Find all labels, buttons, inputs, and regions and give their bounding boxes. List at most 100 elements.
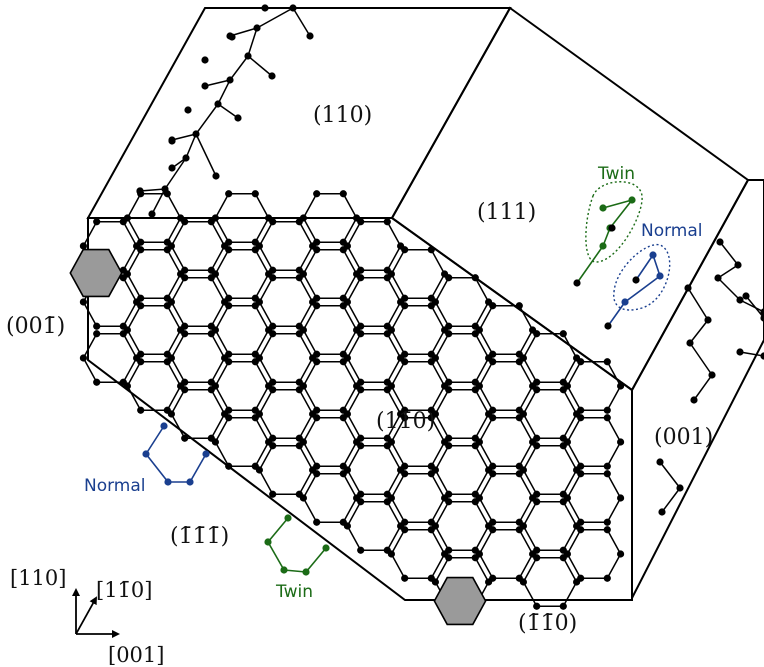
zigzag-bond: [717, 264, 739, 279]
axis-arrow-diag: [75, 596, 97, 635]
lattice-atom: [255, 466, 263, 474]
lattice-atom: [269, 218, 277, 226]
lattice-bond: [258, 301, 274, 327]
label-normal-top: Normal: [641, 221, 703, 241]
lattice-bond: [390, 249, 406, 275]
lattice-bond: [606, 497, 622, 523]
label-face--1-10: (1̄1̄0): [518, 611, 577, 636]
chain-atom: [228, 33, 236, 41]
lattice-atom: [533, 490, 541, 498]
normal-top-tail-atom: [604, 322, 612, 330]
label-face-001: (001): [654, 425, 713, 450]
lattice-bond: [434, 557, 450, 583]
lattice-bond: [478, 529, 494, 555]
lattice-atom: [617, 438, 625, 446]
lattice-bond: [606, 417, 622, 443]
lattice-bond: [298, 469, 314, 495]
lattice-bond: [562, 389, 578, 415]
normal-top-outline: [613, 243, 671, 311]
lattice-bond: [166, 385, 182, 411]
zigzag-bond: [717, 277, 741, 301]
zigzag-atom: [658, 508, 666, 516]
lattice-atom: [603, 358, 611, 366]
lattice-bond: [298, 221, 314, 247]
lattice-bond: [430, 441, 446, 467]
normal-left-bond: [189, 453, 207, 483]
chain-atom: [192, 130, 200, 138]
twin-top-black-atom: [608, 224, 616, 232]
lattice-bond: [606, 529, 622, 555]
lattice-atom: [357, 546, 365, 554]
lattice-bond: [254, 249, 270, 275]
lattice-atom: [269, 378, 277, 386]
lattice-bond: [430, 273, 446, 299]
lattice-atom: [431, 410, 439, 418]
label-twin-top: Twin: [597, 164, 635, 184]
zigzag-atom: [760, 352, 764, 360]
lattice-bond: [346, 301, 362, 327]
lattice-atom: [269, 386, 277, 394]
lattice-bond: [214, 385, 230, 411]
lattice-bond: [430, 329, 446, 355]
normal-top-black-atom: [632, 276, 640, 284]
lattice-bond: [474, 469, 490, 495]
crystal-outline: [86, 6, 764, 601]
lattice-bond: [478, 473, 494, 499]
normal-top-tail: [607, 301, 626, 327]
lattice-bond: [302, 497, 318, 523]
lattice-atom: [269, 274, 277, 282]
lattice-atom: [471, 274, 479, 282]
lattice-atom: [225, 190, 233, 198]
lattice-bond: [518, 329, 534, 355]
lattice-atom: [485, 578, 493, 586]
lattice-atom: [603, 414, 611, 422]
lattice-atom: [357, 274, 365, 282]
lattice-atom: [343, 354, 351, 362]
chain-atom: [261, 4, 269, 12]
lattice-bond: [214, 217, 230, 243]
lattice-bond: [390, 529, 406, 555]
lattice-bond: [298, 277, 314, 303]
lattice-bond: [522, 389, 538, 415]
lattice-bond: [390, 305, 406, 331]
lattice-atom: [357, 434, 365, 442]
chain-branch: [195, 133, 217, 177]
twin-top-atom: [628, 196, 636, 204]
lattice-bond: [478, 361, 494, 387]
face-110-outline: [86, 7, 512, 219]
lattice-bond: [606, 473, 622, 499]
lattice-bond: [518, 441, 534, 467]
lattice-atom: [383, 274, 391, 282]
lattice-atom: [181, 434, 189, 442]
lattice-atom: [119, 274, 127, 282]
twin-bottom-atom: [264, 538, 272, 546]
chain-atom: [306, 32, 314, 40]
lattice-atom: [471, 498, 479, 506]
lattice-bond: [210, 221, 226, 247]
lattice-bond: [346, 413, 362, 439]
lattice-atom: [295, 274, 303, 282]
chain-atom: [226, 76, 234, 84]
lattice-atom: [431, 466, 439, 474]
chain-branch: [217, 103, 239, 119]
lattice-atom: [225, 358, 233, 366]
lattice-atom: [401, 414, 409, 422]
lattice-bond: [522, 469, 538, 495]
lattice-bond: [522, 501, 538, 527]
lattice-atom: [573, 578, 581, 586]
label-normal-left: Normal: [84, 476, 146, 496]
lattice-bond: [522, 413, 538, 439]
lattice-bond: [390, 441, 406, 467]
lattice-atom: [445, 434, 453, 442]
right-face-chains: [656, 238, 764, 516]
lattice-bond: [122, 301, 138, 327]
lattice-bond: [258, 413, 274, 439]
lattice-bond: [214, 417, 230, 443]
lattice-atom: [255, 298, 263, 306]
lattice-bond: [562, 413, 578, 439]
lattice-atom: [343, 410, 351, 418]
lattice-atom: [255, 410, 263, 418]
lattice-atom: [93, 218, 101, 226]
lattice-bond: [522, 581, 538, 607]
lattice-atom: [431, 354, 439, 362]
